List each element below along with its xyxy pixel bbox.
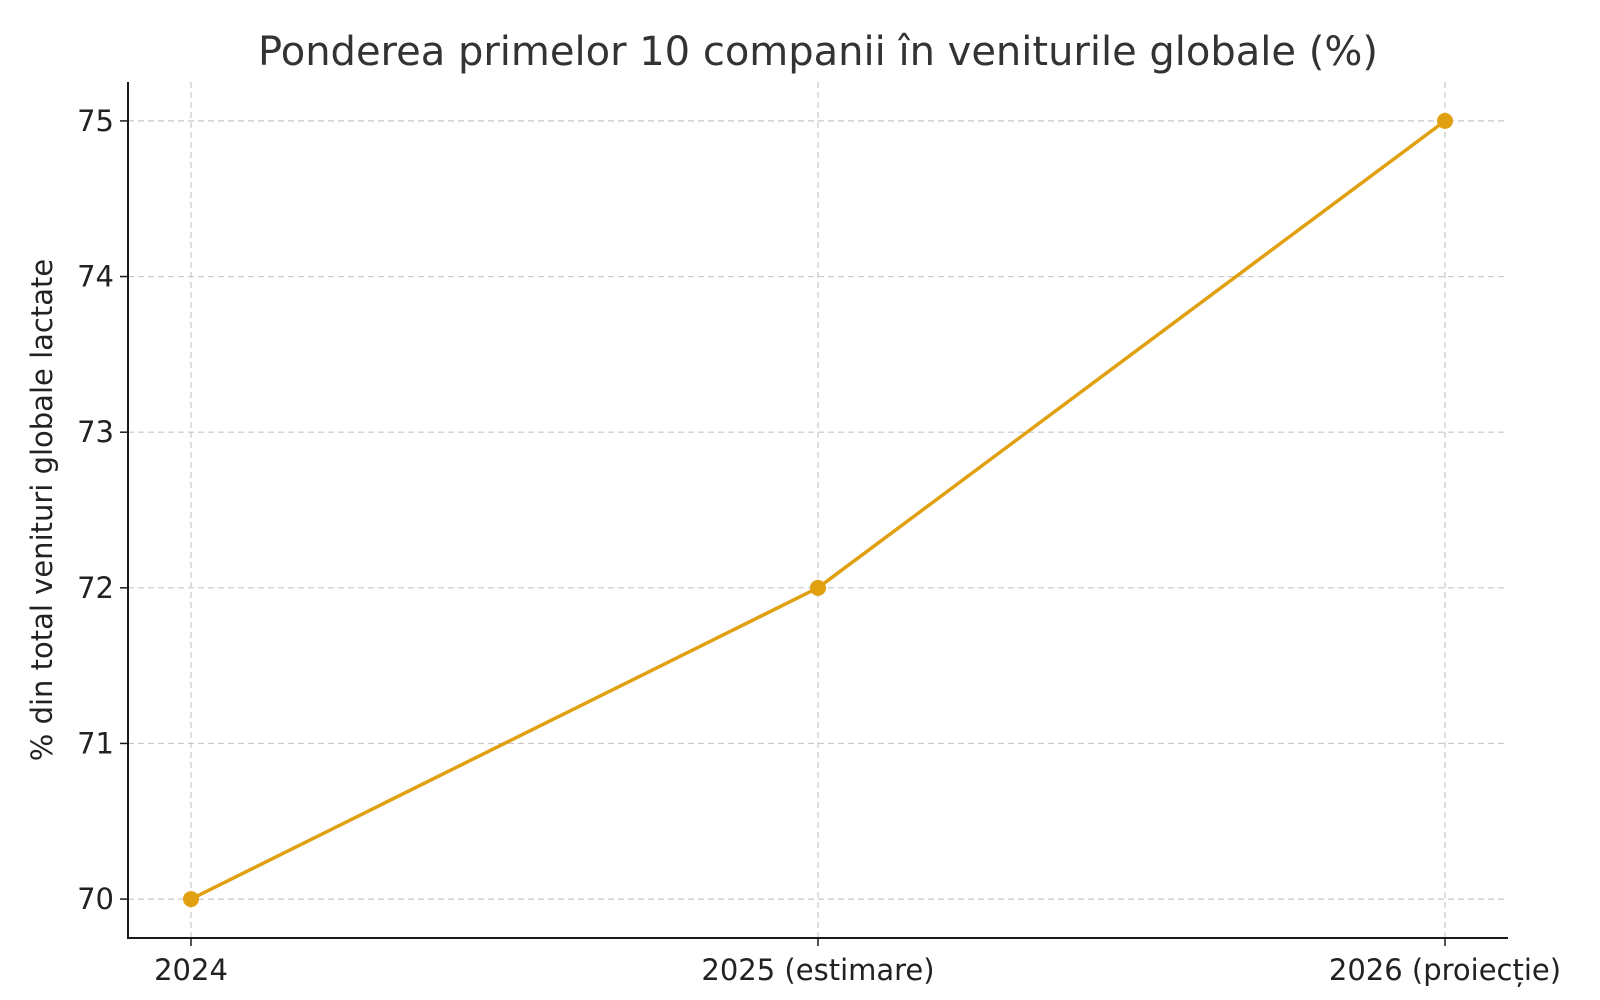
y-tick-label: 73 (77, 415, 114, 449)
y-tick-label: 71 (77, 726, 114, 760)
y-tick-label: 72 (77, 571, 114, 605)
y-tick-label: 74 (77, 260, 114, 294)
y-axis-label: % din total venituri globale lactate (25, 259, 59, 761)
x-tick-label: 2024 (154, 953, 228, 987)
y-tick-label: 70 (77, 882, 114, 916)
axes (127, 82, 1508, 939)
x-tick-label: 2025 (estimare) (701, 953, 934, 987)
x-gridlines (190, 82, 1446, 938)
series-layer (183, 112, 1453, 908)
data-point (183, 891, 199, 908)
y-axis-ticks: 70 71 72 73 74 75 (77, 104, 128, 916)
x-axis-ticks: 2024 2025 (estimare) 2026 (proiecție) (154, 938, 1561, 987)
data-point (810, 579, 826, 596)
y-tick-label: 75 (77, 104, 114, 138)
data-point (1437, 112, 1453, 129)
chart-title: Ponderea primelor 10 companii în venitur… (258, 29, 1378, 75)
x-tick-label: 2026 (proiecție) (1329, 953, 1561, 987)
